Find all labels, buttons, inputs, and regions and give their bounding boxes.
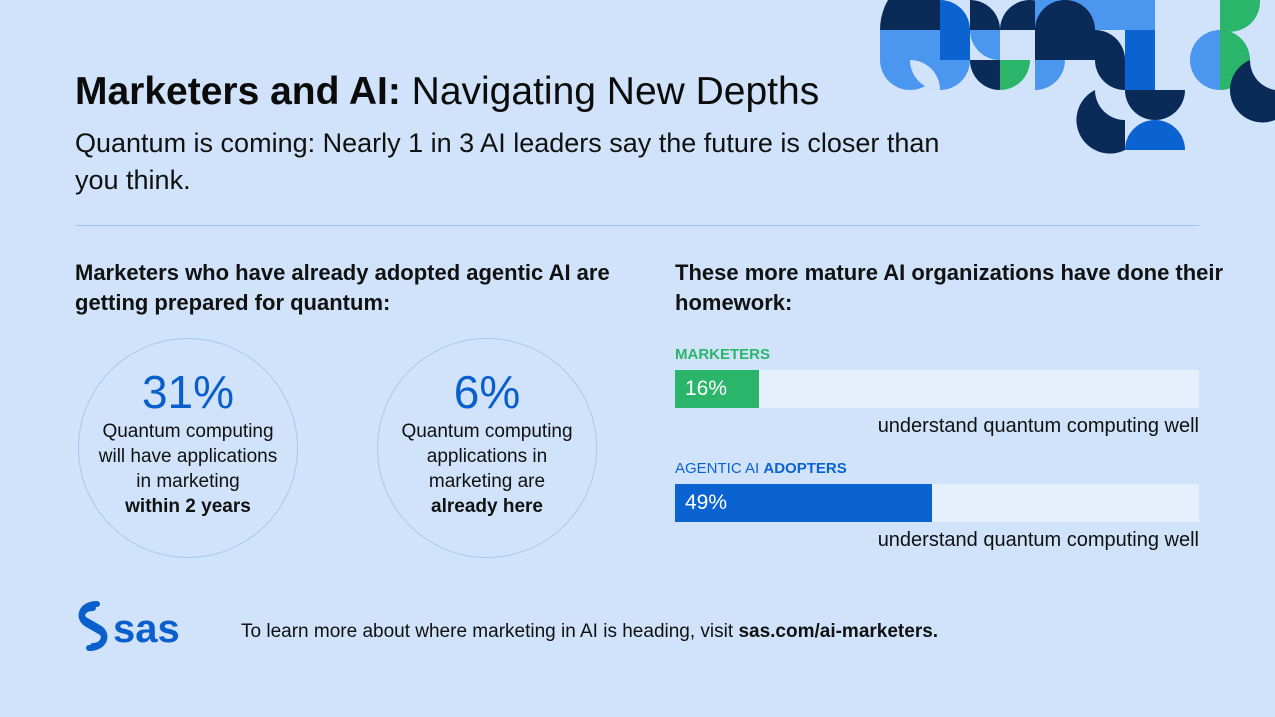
sas-logo: sas <box>75 600 200 657</box>
stat-value: 6% <box>453 366 521 418</box>
category-regular: AGENTIC AI <box>675 460 764 477</box>
stat-value: 31% <box>141 366 235 418</box>
bar-category-adopters: AGENTIC AI ADOPTERS <box>675 460 847 477</box>
stat-bold: already here <box>431 496 543 517</box>
bar-track-marketers: 16% <box>675 370 1199 408</box>
footer-link[interactable]: sas.com/ai-marketers. <box>738 621 939 642</box>
stat-circle-6: 6% Quantum computing applications in mar… <box>377 338 597 558</box>
bar-label: 16% <box>685 377 728 400</box>
bar-category-marketers: MARKETERS <box>675 346 770 363</box>
bar-marketers: 16% <box>675 370 759 408</box>
geometric-shapes-icon <box>880 0 1275 154</box>
bar-caption: understand quantum computing well <box>877 415 1199 437</box>
subtitle: Quantum is coming: Nearly 1 in 3 AI lead… <box>75 128 940 195</box>
sas-logo-icon: sas <box>78 601 180 651</box>
footer-text-body: To learn more about where marketing in A… <box>241 621 739 642</box>
decorative-pattern <box>880 0 1275 154</box>
footer-text: To learn more about where marketing in A… <box>241 621 938 643</box>
divider <box>75 225 1199 226</box>
title-rest: Navigating New Depths <box>400 70 820 113</box>
svg-text:sas: sas <box>113 607 180 651</box>
category-bold: ADOPTERS <box>763 460 847 477</box>
stat-text: Quantum computing will have applications… <box>98 421 278 492</box>
bar-track-adopters: 49% <box>675 484 1199 522</box>
right-heading: These more mature AI organizations have … <box>675 260 1224 315</box>
page-title: Marketers and AI: Navigating New Depths <box>75 70 819 114</box>
bar-adopters: 49% <box>675 484 932 522</box>
bar-label: 49% <box>685 491 728 514</box>
stat-bold: within 2 years <box>125 496 251 517</box>
stat-text: Quantum computing applications in market… <box>401 421 573 492</box>
stat-circle-31: 31% Quantum computing will have applicat… <box>78 338 298 558</box>
left-heading: Marketers who have already adopted agent… <box>75 260 610 315</box>
bar-caption: understand quantum computing well <box>877 529 1199 551</box>
category-bold: MARKETERS <box>675 346 771 363</box>
title-bold: Marketers and AI: <box>75 70 401 113</box>
